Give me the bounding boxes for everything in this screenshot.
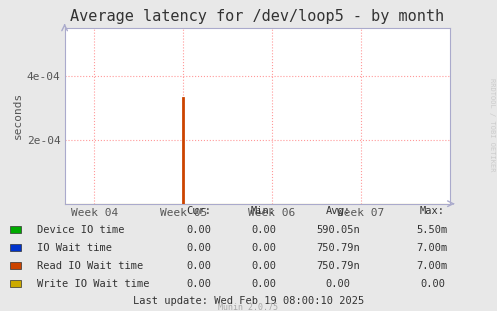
Text: 0.00: 0.00 <box>420 279 445 289</box>
Text: Munin 2.0.75: Munin 2.0.75 <box>219 303 278 311</box>
Text: 7.00m: 7.00m <box>417 261 448 271</box>
Text: 0.00: 0.00 <box>251 261 276 271</box>
Text: 0.00: 0.00 <box>251 243 276 253</box>
Text: 0.00: 0.00 <box>251 279 276 289</box>
Text: Read IO Wait time: Read IO Wait time <box>37 261 144 271</box>
Text: 750.79n: 750.79n <box>316 243 360 253</box>
Text: 0.00: 0.00 <box>186 279 211 289</box>
Text: Device IO time: Device IO time <box>37 225 125 235</box>
Text: IO Wait time: IO Wait time <box>37 243 112 253</box>
Text: 0.00: 0.00 <box>186 261 211 271</box>
Text: 0.00: 0.00 <box>251 225 276 235</box>
Text: 590.05n: 590.05n <box>316 225 360 235</box>
Text: 0.00: 0.00 <box>186 225 211 235</box>
Text: Min:: Min: <box>251 206 276 216</box>
Text: 7.00m: 7.00m <box>417 243 448 253</box>
Text: Cur:: Cur: <box>186 206 211 216</box>
Y-axis label: seconds: seconds <box>12 92 22 139</box>
Text: Write IO Wait time: Write IO Wait time <box>37 279 150 289</box>
Text: Avg:: Avg: <box>326 206 350 216</box>
Text: 5.50m: 5.50m <box>417 225 448 235</box>
Text: 0.00: 0.00 <box>326 279 350 289</box>
Text: Max:: Max: <box>420 206 445 216</box>
Text: 0.00: 0.00 <box>186 243 211 253</box>
Text: 750.79n: 750.79n <box>316 261 360 271</box>
Text: RRDTOOL / TOBI OETIKER: RRDTOOL / TOBI OETIKER <box>489 78 495 171</box>
Text: Last update: Wed Feb 19 08:00:10 2025: Last update: Wed Feb 19 08:00:10 2025 <box>133 296 364 306</box>
Title: Average latency for /dev/loop5 - by month: Average latency for /dev/loop5 - by mont… <box>70 9 444 24</box>
